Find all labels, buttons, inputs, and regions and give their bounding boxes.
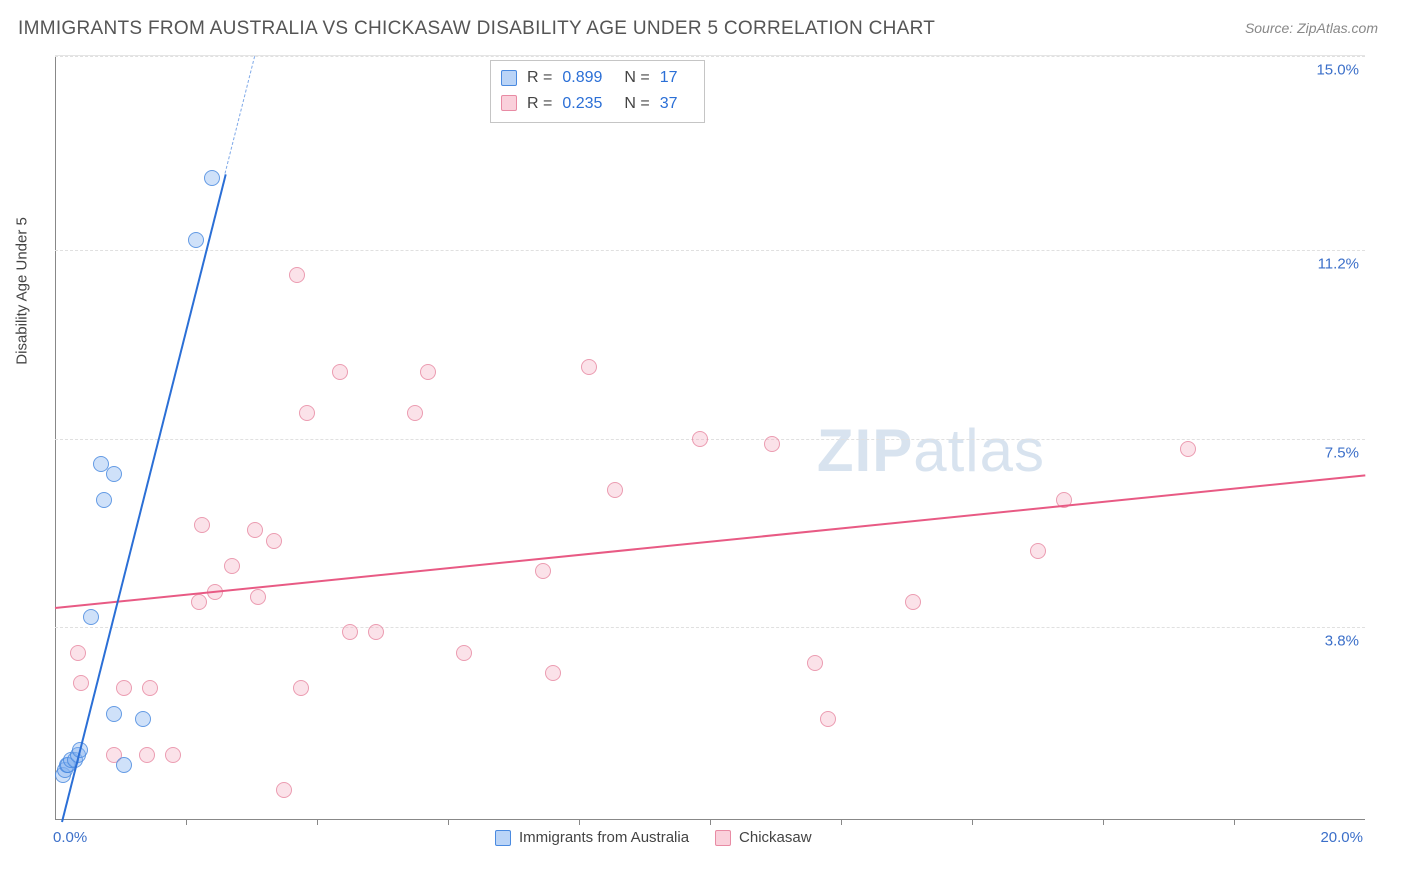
source-attribution: Source: ZipAtlas.com bbox=[1245, 20, 1378, 36]
scatter-point-pink bbox=[545, 665, 561, 681]
trend-line bbox=[225, 56, 256, 174]
scatter-point-pink bbox=[293, 680, 309, 696]
r-value-blue: 0.899 bbox=[562, 65, 602, 91]
scatter-point-pink bbox=[191, 594, 207, 610]
swatch-pink-icon bbox=[501, 95, 517, 111]
scatter-point-pink bbox=[456, 645, 472, 661]
stats-row-pink: R = 0.235 N = 37 bbox=[501, 91, 690, 117]
scatter-point-blue bbox=[106, 706, 122, 722]
trend-line bbox=[55, 474, 1365, 609]
chart-title: IMMIGRANTS FROM AUSTRALIA VS CHICKASAW D… bbox=[18, 18, 935, 40]
y-tick-label: 3.8% bbox=[1325, 633, 1367, 650]
watermark: ZIPatlas bbox=[817, 416, 1045, 485]
swatch-blue-icon bbox=[501, 70, 517, 86]
x-tick-min: 0.0% bbox=[53, 829, 87, 846]
scatter-point-pink bbox=[1180, 441, 1196, 457]
scatter-point-blue bbox=[83, 609, 99, 625]
scatter-point-pink bbox=[250, 589, 266, 605]
scatter-point-blue bbox=[93, 456, 109, 472]
swatch-pink-icon bbox=[715, 830, 731, 846]
scatter-point-blue bbox=[116, 757, 132, 773]
scatter-point-blue bbox=[106, 466, 122, 482]
scatter-point-pink bbox=[1030, 543, 1046, 559]
scatter-point-pink bbox=[266, 533, 282, 549]
scatter-point-pink bbox=[535, 563, 551, 579]
legend-label-blue: Immigrants from Australia bbox=[519, 829, 689, 846]
scatter-point-pink bbox=[73, 675, 89, 691]
stats-box: R = 0.899 N = 17 R = 0.235 N = 37 bbox=[490, 60, 705, 123]
y-tick-label: 11.2% bbox=[1318, 255, 1367, 272]
y-tick-label: 15.0% bbox=[1316, 62, 1367, 79]
plot-area: ZIPatlas 3.8% 7.5% 11.2% 15.0% R = 0.899 N … bbox=[55, 55, 1365, 850]
legend-item-blue[interactable]: Immigrants from Australia bbox=[495, 829, 689, 846]
scatter-point-pink bbox=[224, 558, 240, 574]
scatter-point-pink bbox=[332, 364, 348, 380]
scatter-point-blue bbox=[96, 492, 112, 508]
y-tick-label: 7.5% bbox=[1325, 444, 1367, 461]
scatter-point-pink bbox=[142, 680, 158, 696]
swatch-blue-icon bbox=[495, 830, 511, 846]
scatter-point-pink bbox=[194, 517, 210, 533]
x-tick-max: 20.0% bbox=[1320, 829, 1363, 846]
scatter-point-pink bbox=[276, 782, 292, 798]
scatter-point-pink bbox=[905, 594, 921, 610]
r-value-pink: 0.235 bbox=[562, 91, 602, 117]
scatter-point-pink bbox=[247, 522, 263, 538]
scatter-point-pink bbox=[299, 405, 315, 421]
scatter-point-pink bbox=[820, 711, 836, 727]
scatter-point-blue bbox=[204, 170, 220, 186]
scatter-point-pink bbox=[70, 645, 86, 661]
scatter-point-pink bbox=[289, 267, 305, 283]
legend-label-pink: Chickasaw bbox=[739, 829, 812, 846]
scatter-point-pink bbox=[581, 359, 597, 375]
scatter-point-pink bbox=[807, 655, 823, 671]
scatter-point-blue bbox=[135, 711, 151, 727]
scatter-point-pink bbox=[116, 680, 132, 696]
scatter-point-pink bbox=[692, 431, 708, 447]
stats-row-blue: R = 0.899 N = 17 bbox=[501, 65, 690, 91]
legend-item-pink[interactable]: Chickasaw bbox=[715, 829, 812, 846]
scatter-point-pink bbox=[342, 624, 358, 640]
n-value-blue: 17 bbox=[660, 65, 678, 91]
scatter-point-pink bbox=[407, 405, 423, 421]
n-value-pink: 37 bbox=[660, 91, 678, 117]
scatter-point-pink bbox=[607, 482, 623, 498]
y-axis-label: Disability Age Under 5 bbox=[14, 217, 31, 365]
scatter-point-pink bbox=[764, 436, 780, 452]
scatter-point-pink bbox=[420, 364, 436, 380]
legend: Immigrants from Australia Chickasaw bbox=[495, 829, 812, 846]
scatter-point-blue bbox=[188, 232, 204, 248]
scatter-point-pink bbox=[139, 747, 155, 763]
scatter-point-pink bbox=[368, 624, 384, 640]
scatter-point-pink bbox=[165, 747, 181, 763]
